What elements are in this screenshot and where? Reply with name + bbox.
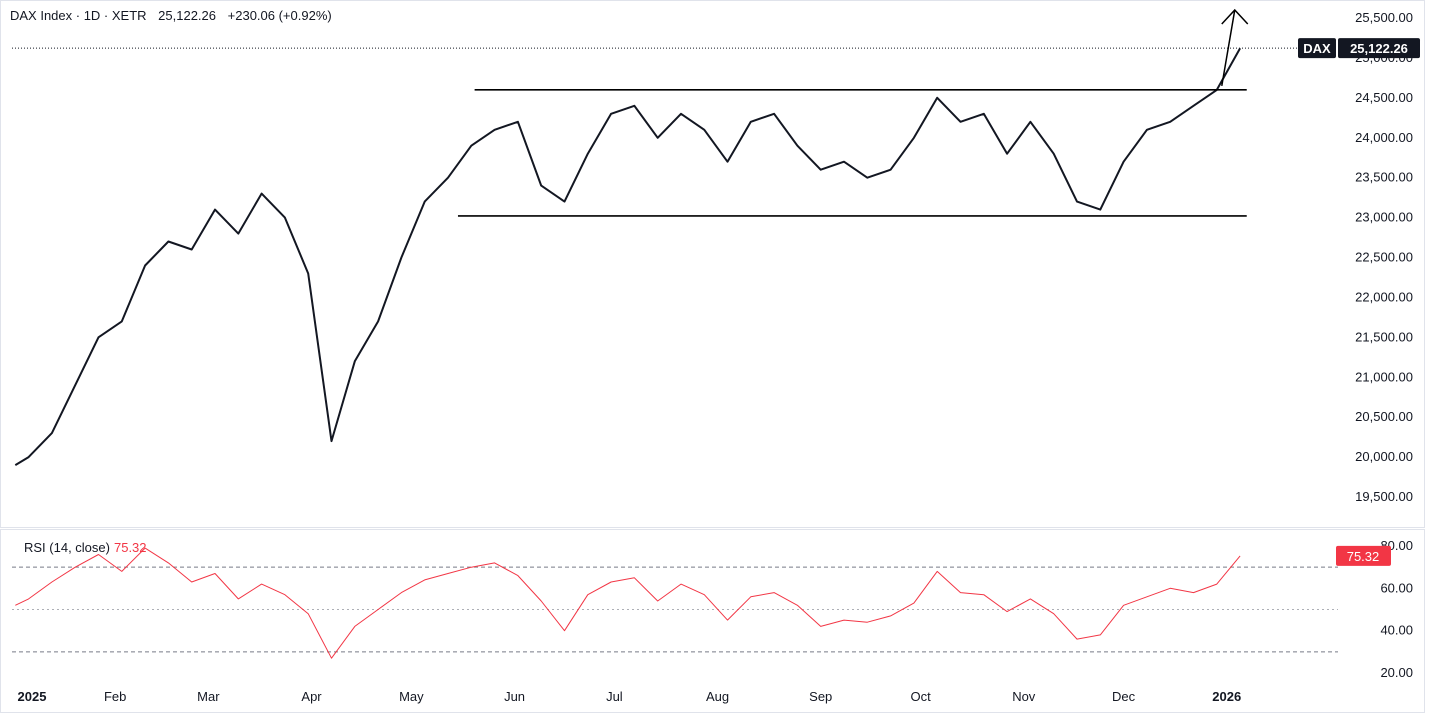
rsi-pane-border [1,530,1425,713]
y-tick-label: 22,000.00 [1355,289,1413,304]
rsi-value: 75.32 [114,540,147,555]
x-tick-label: 2026 [1212,689,1241,704]
main-pane-border [1,1,1425,528]
price-series-line [15,48,1240,465]
x-tick-label: May [399,689,424,704]
y-tick-label: 19,500.00 [1355,489,1413,504]
y-tick-label: 21,000.00 [1355,369,1413,384]
x-tick-label: Apr [301,689,322,704]
rsi-series-line [15,548,1240,658]
x-tick-label: 2025 [18,689,47,704]
x-tick-label: Mar [197,689,220,704]
y-tick-label: 20,500.00 [1355,409,1413,424]
rsi-y-tick-label: 20.00 [1380,665,1413,680]
rsi-y-tick-label: 40.00 [1380,623,1413,638]
rsi-tag-value: 75.32 [1347,549,1380,564]
price-tag-value: 25,122.26 [1350,41,1408,56]
rsi-header: RSI (14, close) 75.32 [24,540,147,555]
x-tick-label: Nov [1012,689,1036,704]
y-tick-label: 20,000.00 [1355,449,1413,464]
rsi-y-tick-label: 60.00 [1380,580,1413,595]
x-tick-label: Jul [606,689,623,704]
chart-header: DAX Index · 1D · XETR 25,122.26 +230.06 … [10,8,340,23]
y-tick-label: 25,500.00 [1355,10,1413,25]
x-tick-label: Aug [706,689,729,704]
x-tick-label: Jun [504,689,525,704]
x-tick-label: Sep [809,689,832,704]
x-tick-label: Oct [910,689,931,704]
y-tick-label: 23,000.00 [1355,210,1413,225]
last-price: 25,122.26 [158,8,216,23]
price-change: +230.06 (+0.92%) [228,8,332,23]
y-tick-label: 21,500.00 [1355,329,1413,344]
y-tick-label: 24,500.00 [1355,90,1413,105]
y-tick-label: 22,500.00 [1355,250,1413,265]
y-tick-label: 24,000.00 [1355,130,1413,145]
price-tag-symbol: DAX [1303,41,1331,56]
rsi-label[interactable]: RSI (14, close) [24,540,110,555]
y-tick-label: 23,500.00 [1355,170,1413,185]
symbol-title[interactable]: DAX Index · 1D · XETR [10,8,147,23]
x-tick-label: Feb [104,689,126,704]
x-tick-label: Dec [1112,689,1136,704]
